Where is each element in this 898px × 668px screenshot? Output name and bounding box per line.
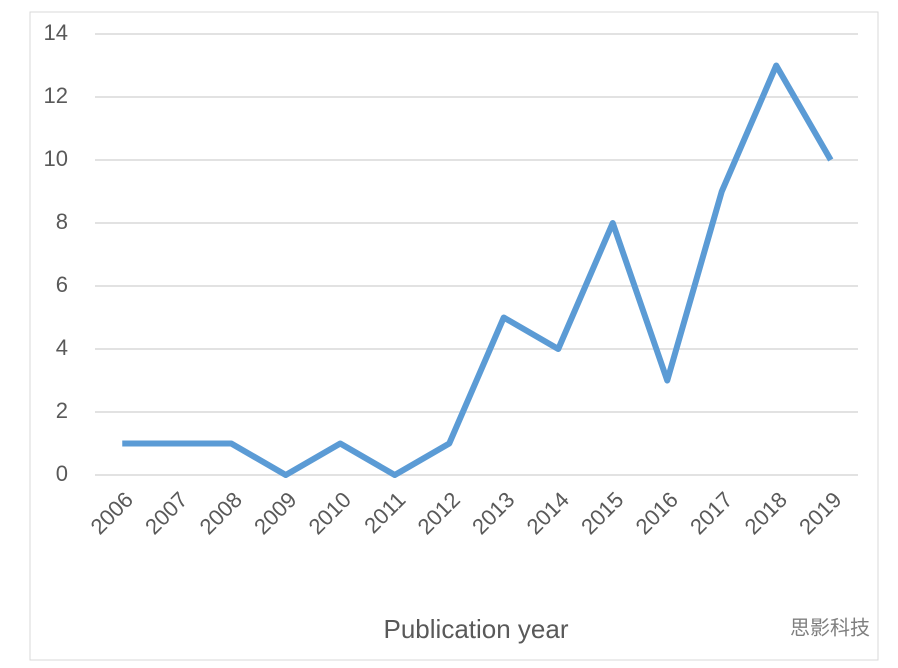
- watermark: 思影科技: [790, 616, 870, 639]
- x-axis-label: Publication year: [384, 614, 569, 644]
- y-tick-label: 4: [56, 335, 68, 360]
- y-tick-label: 2: [56, 398, 68, 423]
- chart-frame: [29, 11, 879, 661]
- y-tick-label: 8: [56, 209, 68, 234]
- y-tick-label: 12: [44, 83, 68, 108]
- y-tick-label: 14: [44, 20, 68, 45]
- y-tick-label: 6: [56, 272, 68, 297]
- y-tick-label: 10: [44, 146, 68, 171]
- data-line: [122, 62, 834, 478]
- y-tick-label: 0: [56, 461, 68, 486]
